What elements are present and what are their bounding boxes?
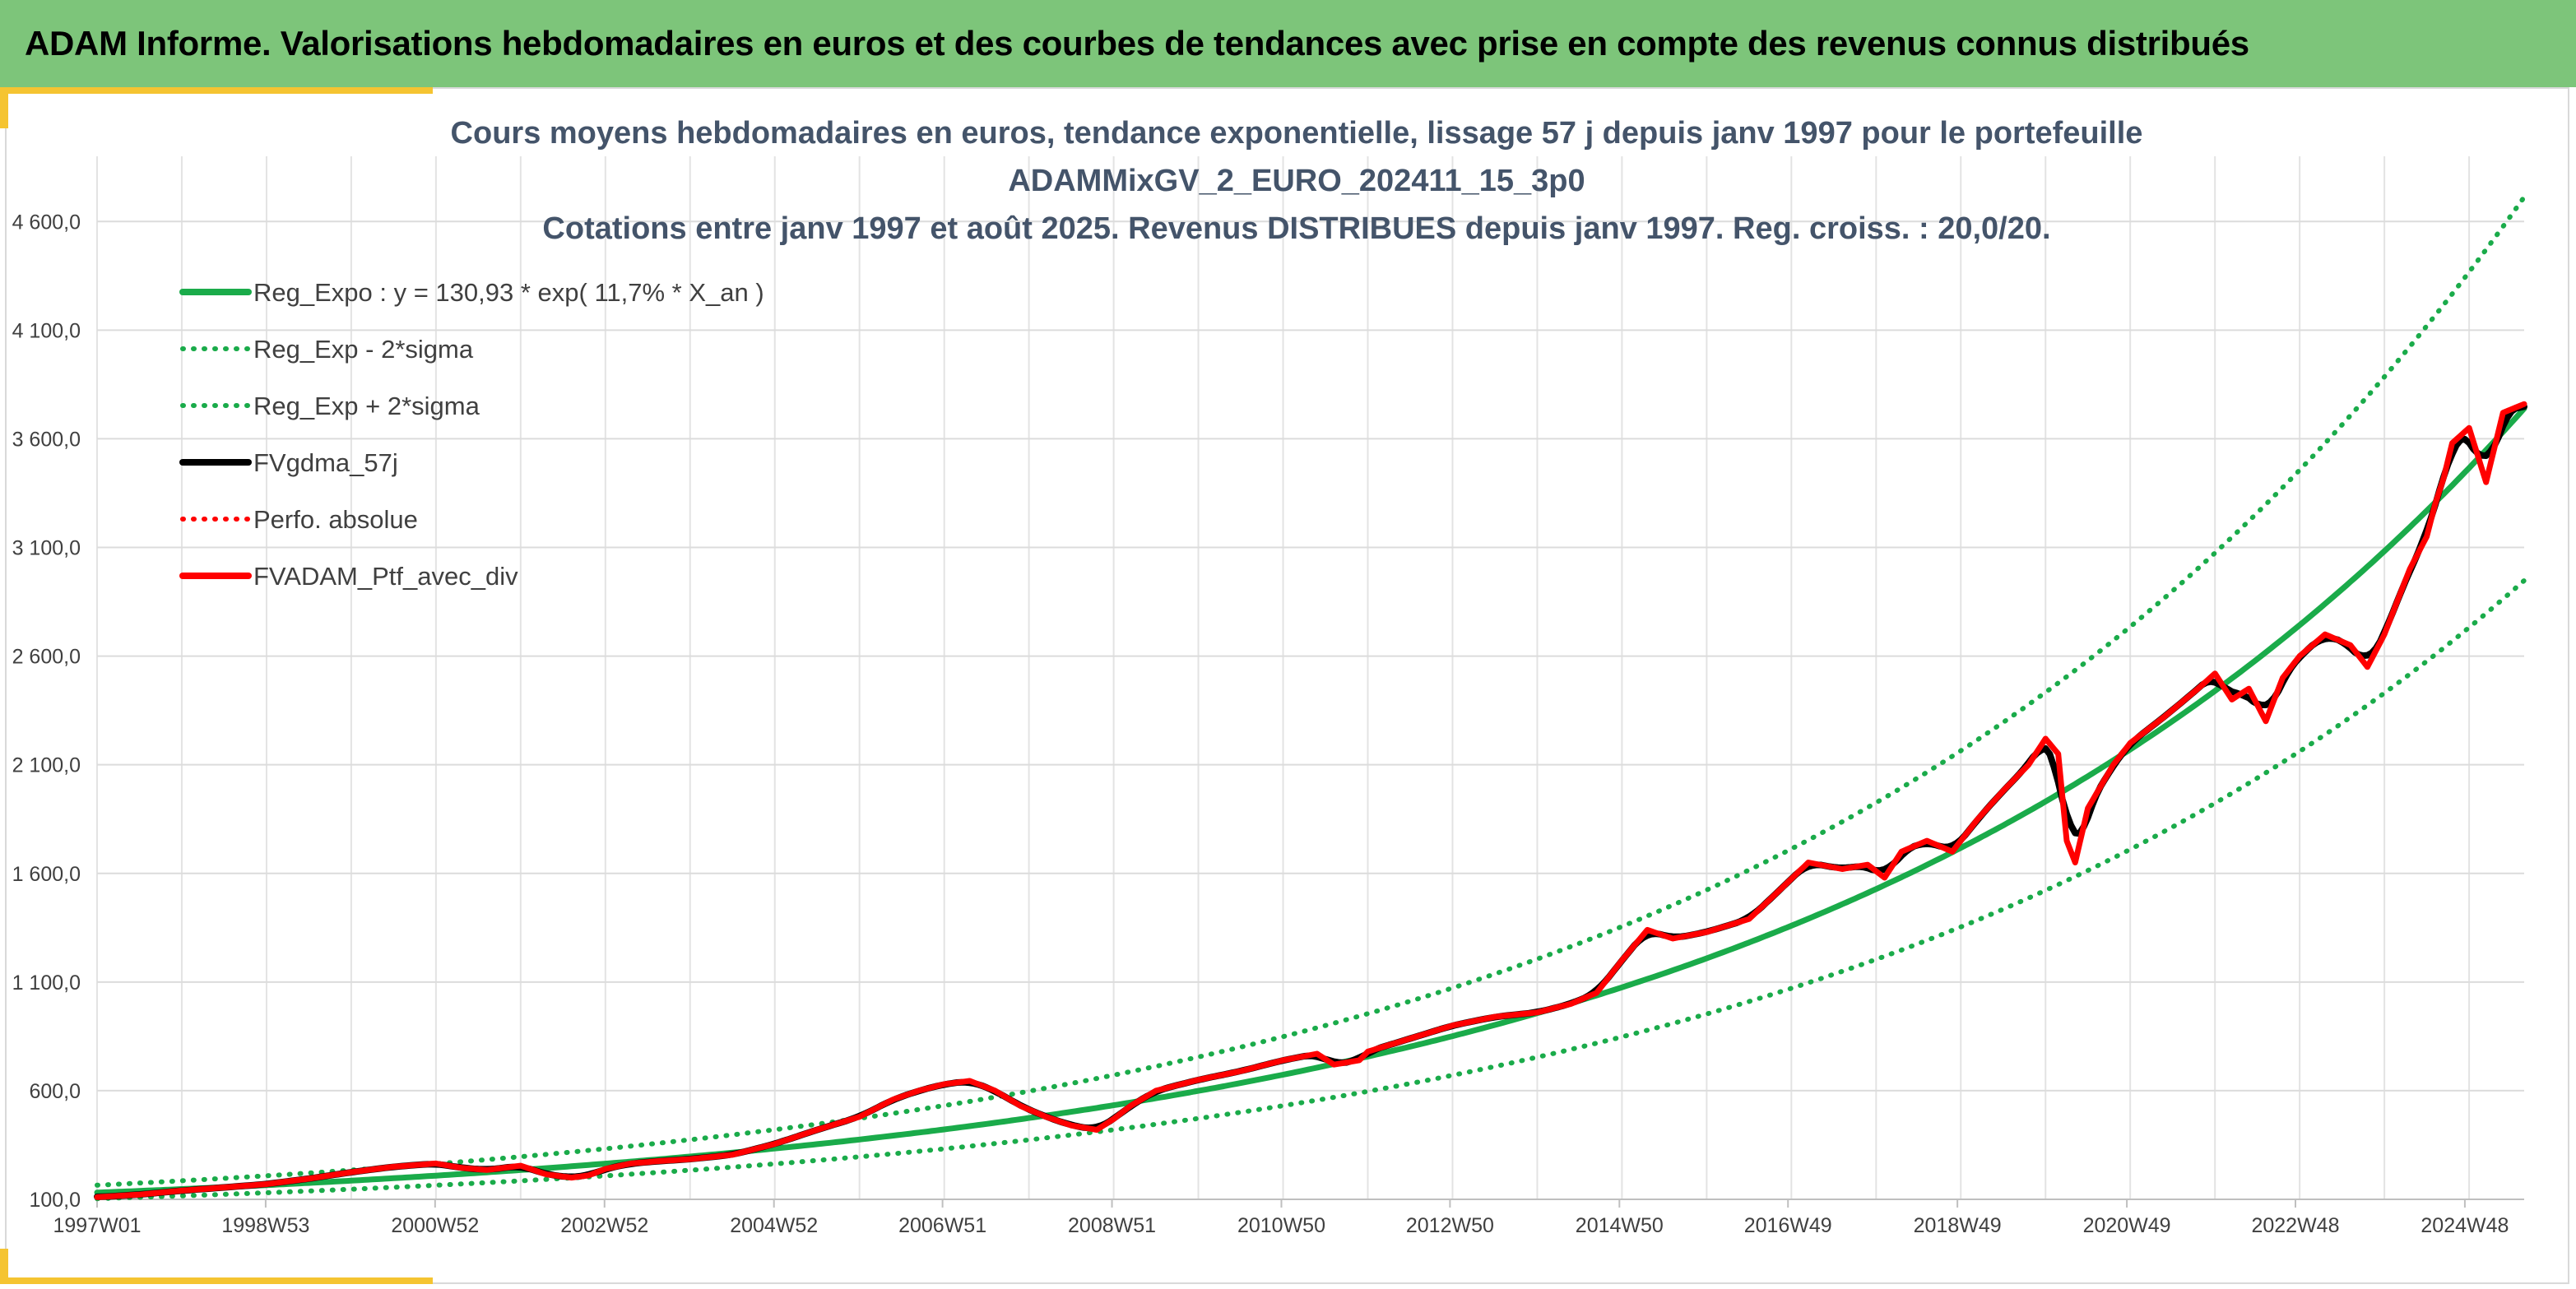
x-tick-label: 2024W48: [2421, 1214, 2509, 1237]
series-line-0: [94, 406, 2527, 1196]
y-tick-label: 4 600,0: [12, 211, 81, 234]
y-tick-label: 100,0: [29, 1189, 81, 1212]
x-tick-label: 2006W51: [898, 1214, 986, 1237]
report-banner: ADAM Informe. Valorisations hebdomadaire…: [0, 0, 2576, 87]
y-tick-label: 2 100,0: [12, 754, 81, 777]
legend-entry: Reg_Exp - 2*sigma: [253, 335, 474, 364]
y-tick-label: 1 100,0: [12, 971, 81, 995]
x-tick-label: 2012W50: [1406, 1214, 1494, 1237]
y-tick-label: 1 600,0: [12, 863, 81, 886]
series-line-1: [95, 577, 2527, 1202]
y-tick-label: 3 100,0: [12, 537, 81, 560]
x-tick-label: 2018W49: [1914, 1214, 2002, 1237]
chart-title-line: ADAMMixGV_2_EURO_202411_15_3p0: [1008, 164, 1585, 198]
y-tick-label: 4 100,0: [12, 319, 81, 342]
series-line-2: [95, 194, 2527, 1188]
accent-bar-bottom-left: [0, 1249, 8, 1284]
accent-bar-left: [0, 87, 8, 128]
x-tick-label: 2010W50: [1237, 1214, 1325, 1237]
chart-frame: [5, 87, 2569, 1284]
x-tick-label: 2020W49: [2083, 1214, 2171, 1237]
legend-entry: Reg_Exp + 2*sigma: [253, 392, 480, 420]
x-tick-label: 2008W51: [1068, 1214, 1156, 1237]
legend-entry: FVADAM_Ptf_avec_div: [253, 562, 518, 591]
legend-entry: Reg_Expo : y = 130,93 * exp( 11,7% * X_a…: [253, 278, 764, 307]
x-tick-label: 2002W52: [560, 1214, 648, 1237]
x-tick-label: 1998W53: [221, 1214, 309, 1237]
series-line-3: [94, 403, 2527, 1200]
banner-title: ADAM Informe. Valorisations hebdomadaire…: [25, 24, 2249, 63]
y-tick-label: 600,0: [29, 1080, 81, 1103]
x-tick-label: 2014W50: [1576, 1214, 1664, 1237]
accent-bar-bottom: [5, 1277, 433, 1284]
x-tick-label: 2000W52: [391, 1214, 479, 1237]
accent-bar-top-left: [5, 87, 433, 94]
x-tick-label: 2004W52: [730, 1214, 818, 1237]
series-line-4: [95, 401, 2527, 1200]
x-tick-label: 1997W01: [53, 1214, 141, 1237]
y-tick-label: 2 600,0: [12, 646, 81, 669]
x-tick-label: 2016W49: [1744, 1214, 1832, 1237]
chart-title-line: Cotations entre janv 1997 et août 2025. …: [542, 211, 2050, 246]
series-line-5: [94, 401, 2527, 1200]
legend-entry: FVgdma_57j: [253, 448, 398, 477]
x-tick-label: 2022W48: [2251, 1214, 2339, 1237]
chart-title-line: Cours moyens hebdomadaires en euros, ten…: [451, 116, 2143, 151]
legend-entry: Perfo. absolue: [253, 505, 418, 534]
y-tick-label: 3 600,0: [12, 428, 81, 451]
